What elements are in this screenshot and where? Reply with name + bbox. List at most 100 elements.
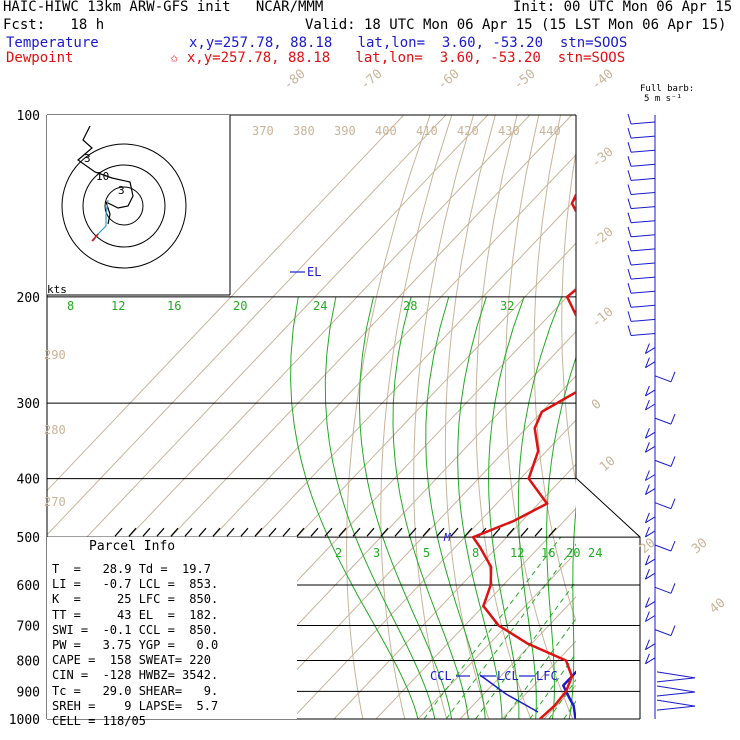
hodograph-trace	[77, 125, 134, 225]
wind-barb-flag	[627, 226, 632, 237]
wind-barb-flag	[627, 212, 632, 223]
temperature-legend-info: x,y=257.78, 88.18 lat,lon= 3.60, -53.20 …	[189, 35, 628, 51]
hatch-mark	[436, 527, 445, 537]
isotherm-label: -40	[589, 66, 617, 93]
dry-adiabat-line	[533, 115, 576, 623]
wind-barb-flag	[627, 184, 632, 195]
mixing-ratio-label: 20	[566, 546, 580, 560]
isotherm-label: 30	[689, 536, 711, 558]
el-label: EL	[307, 265, 321, 279]
dry-adiabat-line	[688, 115, 740, 719]
wind-barb	[630, 262, 656, 266]
wind-barb-flag	[627, 127, 632, 139]
moist-adiabat-line	[358, 296, 453, 719]
dry-adiabat-line	[712, 115, 740, 719]
parcel-info-row: SREH = 9 LAPSE= 5.7	[52, 698, 219, 713]
hatch-mark	[282, 527, 291, 537]
wind-barb-flag	[644, 385, 650, 397]
dewpoint-profile	[471, 191, 576, 719]
hodograph-ring-label: 3	[84, 152, 91, 165]
dry-adiabat-line	[444, 115, 496, 719]
theta-label: 390	[334, 124, 356, 138]
header-title: HAIC-HIWC 13km ARW-GFS init NCAR/MMM	[3, 0, 324, 15]
mixing-ratio-label: 16	[541, 546, 555, 560]
hatch-mark	[506, 527, 515, 537]
parcel-info-row: TT = 43 EL = 182.	[52, 607, 219, 622]
wind-barb-flag	[627, 268, 632, 280]
hatch-mark	[394, 527, 403, 537]
hatch-mark	[254, 527, 263, 537]
header-init: Init: 00 UTC Mon 06 Apr 15	[513, 0, 733, 15]
theta-label: 410	[416, 124, 438, 138]
isotherm-label: -50	[511, 66, 539, 93]
wind-barb	[656, 671, 696, 683]
hatch-mark	[492, 527, 501, 537]
wind-barb-flag	[627, 142, 632, 153]
level-annotations: EL CCL LCL LFC M	[290, 265, 558, 683]
isotherm-line	[586, 115, 740, 719]
hatch-mark	[184, 527, 193, 537]
wind-barb-flag	[644, 442, 650, 453]
wind-barb	[645, 403, 656, 411]
wind-barb-flag	[627, 156, 632, 167]
hatch-mark	[296, 527, 305, 537]
wind-barb	[645, 558, 656, 566]
wind-barb-flag	[644, 569, 650, 580]
isotherm-line	[712, 115, 740, 719]
theta-label: 430	[498, 124, 520, 138]
hatch-mark	[310, 527, 319, 537]
hodograph-inset: 3 10 3 kts	[47, 115, 231, 296]
wind-barb-flag	[670, 583, 676, 594]
hatch-mark	[408, 527, 417, 537]
hatch-mark	[534, 527, 543, 537]
parcel-info-row: CELL = 118/05	[52, 714, 146, 728]
hatch-mark	[338, 527, 347, 537]
moist-adiabat-line	[586, 297, 675, 719]
wind-barb	[630, 220, 656, 224]
wind-barb-flag	[644, 597, 650, 608]
wind-barb	[656, 685, 696, 697]
mixing-ratio-label: 12	[510, 546, 524, 560]
wind-barb	[645, 445, 656, 453]
wind-barb-flag	[627, 198, 632, 209]
wind-barb	[654, 544, 672, 552]
wind-barb	[645, 488, 656, 496]
mixing-ratio-label: 24	[588, 546, 602, 560]
hatch-mark	[198, 527, 207, 537]
isotherm-line	[47, 115, 405, 492]
mixing-ratio-line	[503, 617, 576, 719]
wind-barb	[645, 657, 656, 665]
wind-barb	[654, 502, 672, 510]
moist-adiabat-label: 16	[167, 299, 181, 313]
wind-barb	[654, 375, 672, 383]
wind-barb	[630, 135, 656, 139]
pressure-tick-label: 500	[17, 531, 40, 546]
wind-barb-flag	[644, 611, 650, 622]
dry-adiabat-line	[664, 115, 740, 719]
isotherm-line	[628, 115, 740, 719]
wind-barb-flag	[644, 343, 650, 354]
parcel-info-row: CAPE = 158 SWEAT= 220	[52, 653, 211, 668]
wind-barb-flag	[644, 639, 650, 650]
dry-adiabat-line	[589, 115, 699, 719]
wind-barb	[630, 149, 656, 153]
pressure-tick-label: 600	[17, 579, 40, 594]
isotherm-line	[417, 551, 576, 719]
isotherm-line	[501, 640, 576, 719]
parcel-info-title: Parcel Info	[89, 539, 176, 554]
wind-barb	[630, 177, 656, 181]
dry-adiabat-line	[615, 115, 740, 719]
wind-barb-flag	[644, 526, 650, 538]
hatch-mark	[450, 527, 459, 537]
parcel-info-row: Tc = 29.0 SHEAR= 9.	[52, 683, 219, 698]
parcel-info-row: T = 28.9 Td = 19.7	[52, 562, 211, 576]
pressure-tick-label: 300	[17, 397, 40, 412]
wind-barb-flag	[627, 283, 632, 294]
parcel-info-row: CIN = -128 HWBZ= 3542.	[52, 668, 219, 683]
parcel-info-row: K = 25 LFC = 850.	[52, 592, 219, 607]
barb-legend-label: Full barb:	[640, 84, 695, 94]
wind-barb-flag	[627, 297, 632, 308]
theta-label: 440	[539, 124, 561, 138]
hatch-mark	[114, 527, 123, 537]
wind-barb	[645, 361, 656, 369]
